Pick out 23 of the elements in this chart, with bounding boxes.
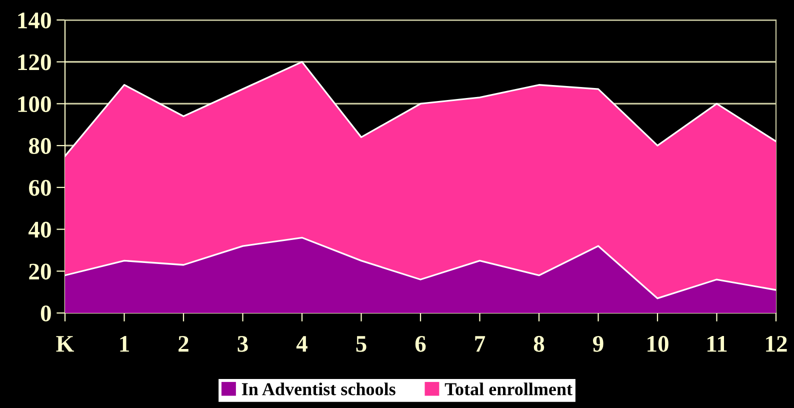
- x-tick-label: 7: [475, 336, 486, 352]
- x-tick-label: 4: [296, 336, 308, 352]
- y-tick-label: 60: [29, 180, 51, 196]
- y-tick-label: 120: [18, 54, 51, 70]
- x-tick-label: 11: [707, 336, 727, 352]
- y-tick-label: 40: [28, 222, 51, 238]
- x-tick-label: 9: [592, 336, 604, 352]
- x-tick-label: 12: [766, 336, 787, 352]
- x-tick-label: 2: [178, 336, 188, 352]
- x-tick-label: 8: [534, 336, 544, 352]
- x-tick-label: 5: [356, 336, 366, 352]
- x-tick-label: 3: [238, 336, 248, 352]
- y-tick-label: 20: [29, 264, 51, 280]
- x-tick-label: 1: [120, 336, 129, 352]
- x-tick-label: 10: [648, 336, 668, 352]
- y-tick-label: 80: [28, 138, 51, 154]
- y-tick-label: 100: [18, 96, 51, 112]
- legend-label: In Adventist schools: [242, 382, 396, 396]
- x-tick-label: 6: [415, 336, 426, 352]
- x-tick-label: K: [56, 336, 74, 352]
- y-tick-label: 140: [18, 12, 51, 28]
- y-tick-label: 0: [40, 305, 51, 322]
- legend-label: Total enrollment: [444, 382, 572, 396]
